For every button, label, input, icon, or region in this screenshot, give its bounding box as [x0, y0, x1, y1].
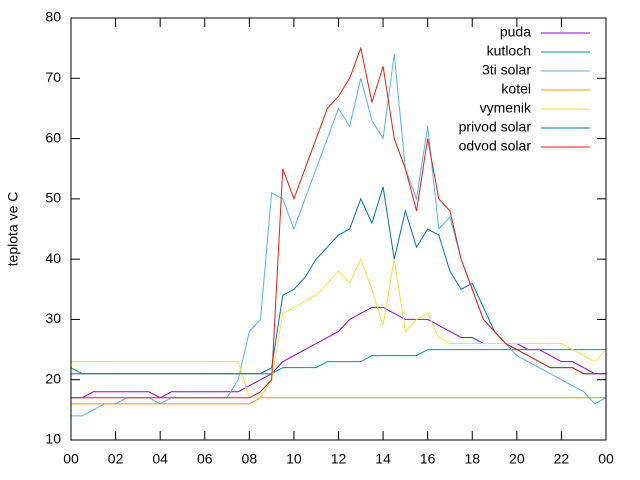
y-tick-label: 40: [45, 250, 61, 266]
x-tick-label: 12: [331, 451, 347, 467]
x-tick-label: 00: [598, 451, 614, 467]
plot-border: [70, 17, 607, 441]
y-tick-label: 70: [45, 69, 61, 85]
x-tick-label: 02: [108, 451, 124, 467]
legend-label: vymenik: [480, 100, 532, 116]
y-tick-label: 10: [45, 431, 61, 447]
x-tick-label: 06: [197, 451, 213, 467]
series-line: [71, 397, 606, 405]
legend-label: kutloch: [487, 43, 531, 59]
legend-label: privod solar: [459, 119, 532, 135]
legend-label: puda: [500, 24, 531, 40]
x-tick-label: 22: [554, 451, 570, 467]
x-tick-label: 20: [509, 451, 525, 467]
y-tick-label: 30: [45, 310, 61, 326]
legend-label: 3ti solar: [482, 62, 531, 78]
y-tick-label: 60: [45, 129, 61, 145]
x-tick-label: 08: [242, 451, 258, 467]
series-line: [71, 46, 606, 399]
x-tick-label: 16: [420, 451, 436, 467]
legend-label: kotel: [501, 81, 531, 97]
y-tick-label: 80: [45, 9, 61, 25]
x-tick-label: 18: [464, 451, 480, 467]
y-axis-label: teplota ve C: [5, 192, 21, 267]
x-tick-label: 10: [286, 451, 302, 467]
x-tick-label: 04: [152, 451, 168, 467]
y-tick-label: 20: [45, 370, 61, 386]
series-line: [71, 257, 607, 399]
legend-label: odvod solar: [459, 138, 532, 154]
x-tick-label: 00: [63, 451, 79, 467]
x-tick-label: 14: [375, 451, 391, 467]
y-tick-label: 50: [45, 190, 61, 206]
